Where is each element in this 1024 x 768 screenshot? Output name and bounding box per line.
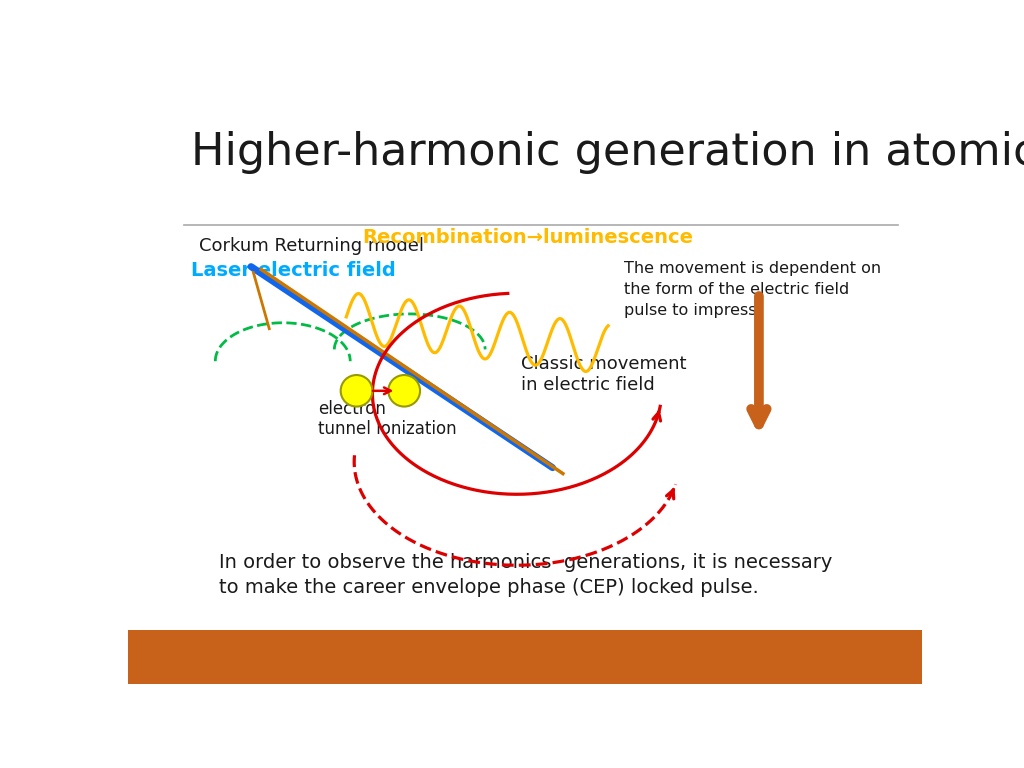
- Text: Laser electric field: Laser electric field: [191, 260, 396, 280]
- Ellipse shape: [388, 375, 420, 406]
- Text: Corkum Returning model: Corkum Returning model: [200, 237, 424, 255]
- Bar: [128, 631, 922, 684]
- Text: electron
tunnel ionization: electron tunnel ionization: [318, 399, 457, 439]
- Text: Higher-harmonic generation in atomic gas: Higher-harmonic generation in atomic gas: [191, 131, 1024, 174]
- Text: Recombination→luminescence: Recombination→luminescence: [362, 228, 693, 247]
- Text: The movement is dependent on
the form of the electric field
pulse to impress.: The movement is dependent on the form of…: [624, 260, 881, 318]
- Text: Classic movement
in electric field: Classic movement in electric field: [521, 356, 686, 394]
- Text: to make the career envelope phase (CEP) locked pulse.: to make the career envelope phase (CEP) …: [219, 578, 759, 598]
- Ellipse shape: [341, 375, 373, 406]
- Text: In order to observe the harmonics  generations, it is necessary: In order to observe the harmonics genera…: [219, 554, 833, 572]
